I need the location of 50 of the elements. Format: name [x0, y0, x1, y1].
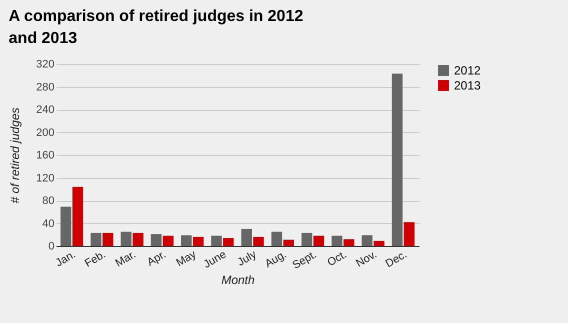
- bar: [162, 236, 174, 246]
- bar: [271, 232, 282, 246]
- bar: [132, 232, 144, 246]
- bar: [362, 235, 372, 246]
- x-tick-label: Oct.: [325, 248, 349, 269]
- legend-label: 2013: [454, 78, 482, 92]
- y-tick-label: 160: [36, 150, 54, 162]
- y-tick-label: 40: [42, 218, 54, 230]
- bar: [283, 240, 294, 246]
- bar: [181, 235, 192, 246]
- bar: [253, 236, 264, 246]
- x-tick-label: May: [174, 248, 199, 270]
- y-tick-label: 240: [36, 104, 54, 116]
- y-tick-label: 0: [48, 240, 54, 252]
- x-tick-label: Mar.: [114, 248, 138, 270]
- bar: [374, 240, 384, 246]
- bar: [302, 232, 312, 246]
- bar: [60, 206, 72, 246]
- x-tick-label: Dec.: [384, 248, 410, 270]
- bar: [404, 222, 414, 246]
- bar: [344, 239, 354, 246]
- x-tick-label: Aug.: [263, 248, 289, 270]
- bar: [223, 238, 234, 246]
- bar: [313, 236, 324, 246]
- bar: [192, 236, 204, 246]
- x-tick-label: Nov.: [354, 248, 380, 270]
- bar: [392, 74, 403, 246]
- bar: [120, 232, 132, 246]
- bar: [241, 228, 252, 246]
- x-tick-label: July: [236, 248, 259, 269]
- bar: [102, 232, 114, 246]
- bar: [150, 234, 162, 246]
- x-tick-label: June: [202, 248, 228, 271]
- bar: [90, 232, 102, 246]
- bar: [72, 186, 84, 246]
- y-tick-label: 120: [36, 172, 54, 184]
- legend-label: 2012: [454, 64, 482, 78]
- y-tick-label: 80: [42, 195, 54, 207]
- x-tick-label: Feb.: [82, 248, 108, 270]
- x-axis-title: Month: [221, 272, 255, 287]
- bar: [332, 236, 342, 246]
- y-tick-label: 200: [36, 126, 54, 139]
- x-tick-label: Jan.: [54, 248, 78, 270]
- y-tick-label: 280: [36, 81, 54, 94]
- x-tick-label: Apr.: [145, 248, 168, 269]
- y-axis-title: # of retired judges: [8, 107, 22, 204]
- x-tick-label: Sept.: [290, 248, 319, 272]
- y-tick-label: 320: [36, 58, 54, 70]
- chart-title: A comparison of retired judges in 2012 and 2013: [8, 8, 304, 47]
- bar: [211, 236, 222, 246]
